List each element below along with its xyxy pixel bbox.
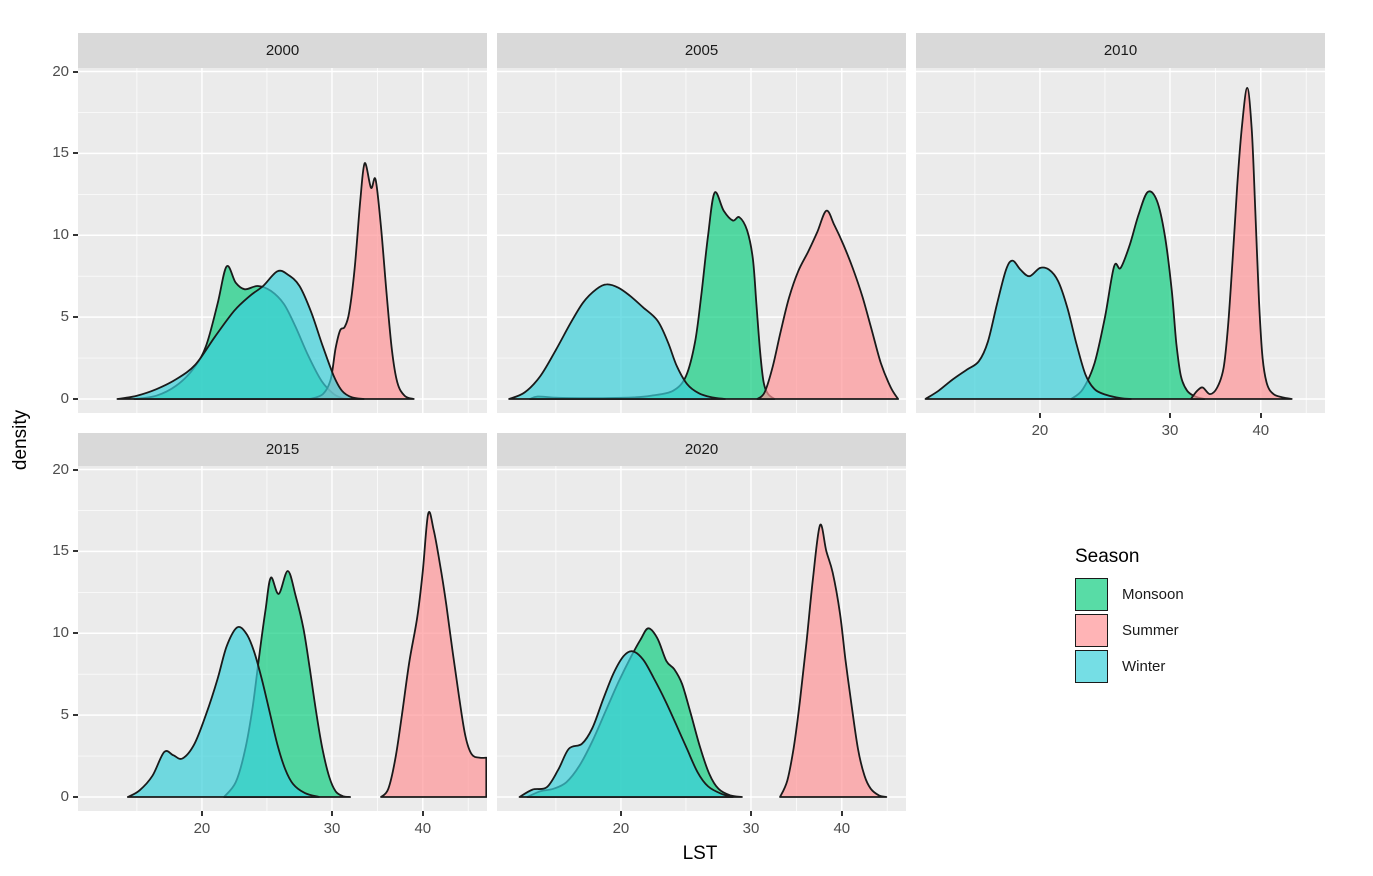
y-tick-label: 5 <box>60 308 69 326</box>
y-tick-mark <box>73 550 78 553</box>
density-curve-winter-2000 <box>116 269 365 400</box>
density-curve-winter-2015 <box>126 626 320 798</box>
legend-label-summer: Summer <box>1122 622 1179 639</box>
x-axis-title: LST <box>682 843 718 864</box>
density-curve-summer-2015 <box>380 511 487 798</box>
y-tick-mark <box>73 234 78 237</box>
x-tick-label: 30 <box>742 820 760 837</box>
y-tick-mark <box>73 152 78 155</box>
y-tick-label: 15 <box>52 144 69 162</box>
x-tick-mark <box>421 811 424 816</box>
x-tick-mark <box>840 811 843 816</box>
y-tick-label: 10 <box>52 226 69 244</box>
facet-strip-2000: 2000 <box>78 33 487 68</box>
legend-title: Season <box>1075 546 1140 567</box>
x-tick-mark <box>1168 413 1171 418</box>
panel-2020 <box>497 466 906 811</box>
legend-label-monsoon: Monsoon <box>1122 586 1184 603</box>
density-curve-monsoon-2010 <box>1070 190 1206 400</box>
x-tick-label: 20 <box>612 820 630 837</box>
y-tick-mark <box>73 468 78 471</box>
x-tick-label: 40 <box>414 820 432 837</box>
legend-key-winter-swatch <box>1075 650 1108 683</box>
y-tick-label: 15 <box>52 542 69 560</box>
y-tick-mark <box>73 316 78 319</box>
density-curve-summer-2020 <box>779 523 888 798</box>
legend-label-winter: Winter <box>1122 658 1166 675</box>
y-tick-label: 20 <box>52 460 69 478</box>
legend-key-monsoon-swatch <box>1075 578 1108 611</box>
y-tick-mark <box>73 632 78 635</box>
y-tick-label: 10 <box>52 624 69 642</box>
x-tick-mark <box>330 811 333 816</box>
y-tick-mark <box>73 714 78 717</box>
y-tick-mark <box>73 70 78 73</box>
x-tick-label: 20 <box>193 820 211 837</box>
x-tick-mark <box>1038 413 1041 418</box>
x-tick-label: 30 <box>1161 422 1179 439</box>
legend: Season Monsoon Summer Winter <box>1075 546 1255 686</box>
x-tick-label: 40 <box>1252 422 1270 439</box>
x-tick-mark <box>200 811 203 816</box>
y-tick-label: 0 <box>60 390 69 407</box>
y-tick-label: 5 <box>60 706 69 724</box>
facet-strip-2020: 2020 <box>497 433 906 466</box>
x-tick-mark <box>619 811 622 816</box>
legend-key-summer-swatch <box>1075 614 1108 647</box>
x-tick-label: 40 <box>833 820 851 837</box>
panel-2005 <box>497 68 906 413</box>
legend-item-monsoon: Monsoon <box>1075 578 1255 614</box>
density-curve-winter-2005 <box>508 283 726 400</box>
x-tick-mark <box>749 811 752 816</box>
panel-2015 <box>78 466 487 811</box>
y-tick-label: 0 <box>60 788 69 805</box>
y-tick-mark <box>73 796 78 798</box>
panel-2010 <box>916 68 1325 413</box>
y-tick-mark <box>73 398 78 400</box>
x-tick-label: 30 <box>323 820 341 837</box>
density-curve-summer-2010 <box>1190 87 1293 400</box>
density-curve-winter-2020 <box>518 650 734 798</box>
facet-strip-2005: 2005 <box>497 33 906 68</box>
facet-strip-2010: 2010 <box>916 33 1325 68</box>
legend-item-summer: Summer <box>1075 614 1255 650</box>
y-tick-label: 20 <box>52 62 69 80</box>
legend-item-winter: Winter <box>1075 650 1255 686</box>
x-tick-label: 20 <box>1031 422 1049 439</box>
density-curve-winter-2010 <box>924 259 1132 400</box>
facet-strip-2015: 2015 <box>78 433 487 466</box>
x-tick-mark <box>1259 413 1262 418</box>
panel-2000 <box>78 68 487 413</box>
density-curve-summer-2005 <box>756 209 899 400</box>
density-curve-summer-2000 <box>309 162 415 400</box>
